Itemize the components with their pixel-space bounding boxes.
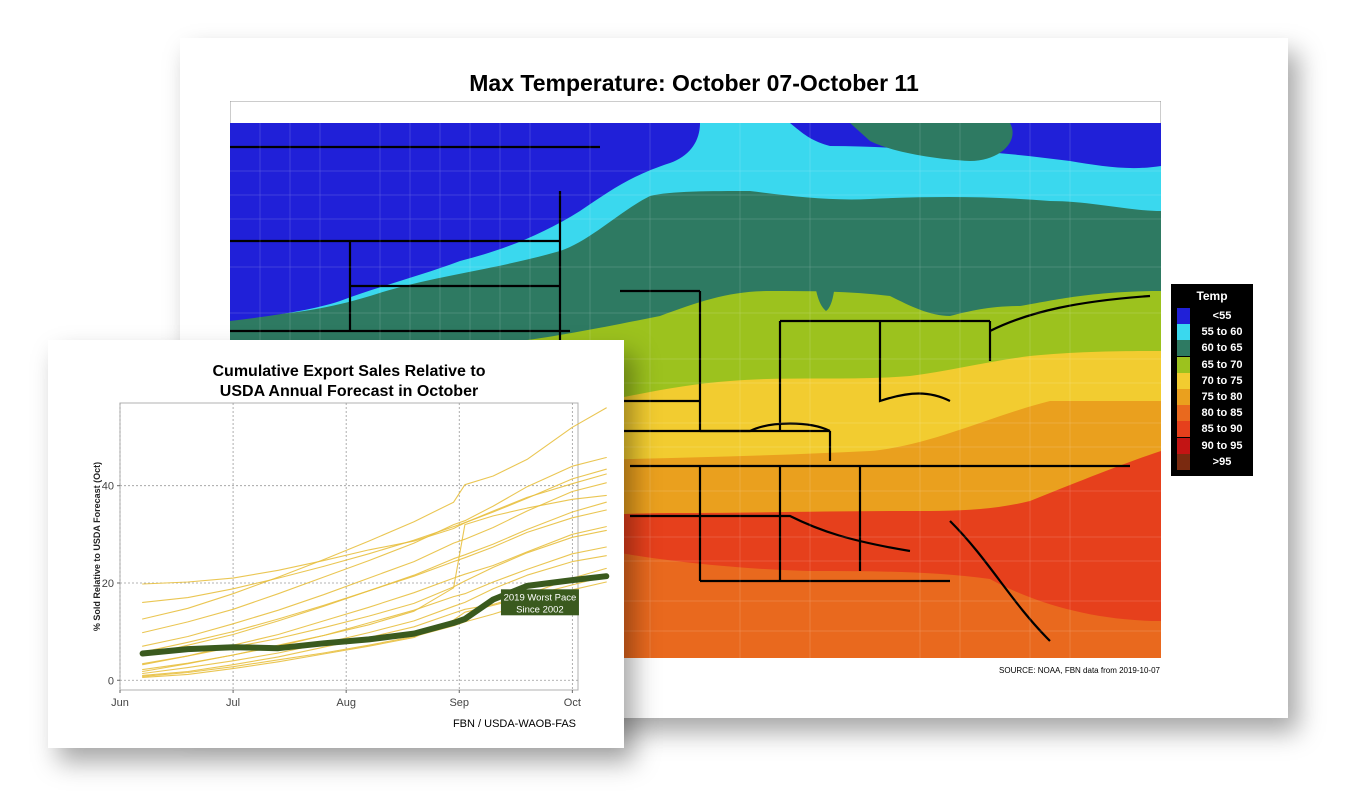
legend-label: 75 to 80 (1201, 391, 1243, 403)
legend-label: 90 to 95 (1201, 439, 1243, 452)
x-tick-label: Jun (111, 697, 129, 709)
series-line-prior-year (142, 473, 607, 603)
x-tick-label: Oct (564, 697, 581, 709)
series-line-prior-year (142, 555, 607, 675)
band-below-55 (230, 123, 700, 321)
legend-title: Temp (1196, 289, 1228, 303)
export-chart-title: Cumulative Export Sales Relative to USDA… (128, 362, 570, 402)
lake-michigan (813, 213, 836, 311)
x-tick-label: Sep (449, 697, 469, 709)
legend-item: 80 to 85 (1177, 405, 1253, 422)
legend-item: <55 (1177, 308, 1253, 324)
annotation-box (500, 589, 579, 616)
legend-label: 60 to 65 (1201, 342, 1243, 355)
y-axis-label: % Sold Relative to USDA Forecast (Oct) (92, 462, 102, 631)
export-sales-chart-card: 0 20 40 Jun Jul Aug Sep Oct % Sold Relative to U… (48, 340, 624, 748)
legend-swatch (1177, 324, 1190, 341)
series-line-prior-year (142, 494, 607, 673)
map-title: Max Temperature: October 07-October 11 (469, 70, 919, 96)
export-chart-credit: FBN / USDA-WAOB-FAS (452, 718, 576, 730)
temperature-legend: Temp <55 55 to 60 60 to 65 65 to 70 70 to 75… (1171, 284, 1253, 476)
legend-label: <55 (1212, 310, 1232, 322)
legend-item: >95 (1177, 453, 1253, 470)
y-tick-label: 20 (102, 578, 114, 590)
legend-item: 85 to 90 (1177, 421, 1253, 438)
legend-swatch (1177, 389, 1190, 405)
legend-label: 70 to 75 (1201, 374, 1243, 387)
x-tick-label: Jul (226, 697, 240, 709)
series-line-prior-year (142, 509, 607, 653)
legend-item: 75 to 80 (1177, 389, 1253, 405)
export-sales-chart: 0 20 40 Jun Jul Aug Sep Oct % Sold Relative to U… (92, 402, 610, 709)
legend-item: 90 to 95 (1177, 437, 1253, 454)
export-chart-title-line-2: USDA Annual Forecast in October (219, 383, 479, 400)
y-tick-label: 0 (108, 675, 114, 687)
x-tick-label: Aug (336, 697, 356, 709)
series-line-prior-year (142, 482, 607, 647)
series-line-prior-year (142, 501, 607, 657)
series-line-2019 (139, 573, 610, 657)
series-line-prior-year (142, 468, 607, 585)
legend-item: 65 to 70 (1177, 356, 1253, 373)
export-chart-title-line-1: Cumulative Export Sales Relative to (212, 363, 486, 380)
legend-item: 60 to 65 (1177, 340, 1253, 357)
legend-swatch (1177, 340, 1190, 357)
legend-item: 55 to 60 (1177, 324, 1253, 341)
series-line-prior-year (142, 407, 607, 620)
legend-label: 85 to 90 (1201, 423, 1243, 436)
map-source-note: SOURCE: NOAA, FBN data from 2019-10-07 (999, 666, 1160, 675)
annotation-text: Since 2002 (516, 604, 564, 615)
legend-swatch (1177, 308, 1190, 324)
legend-swatch (1177, 356, 1190, 373)
legend-label: 80 to 85 (1201, 407, 1243, 420)
legend-item: 70 to 75 (1177, 372, 1253, 389)
legend-label: 65 to 70 (1201, 358, 1243, 371)
band-60-65-ne (850, 123, 1013, 161)
legend-swatch (1177, 421, 1190, 438)
y-tick-label: 40 (102, 481, 114, 493)
legend-swatch (1177, 437, 1190, 454)
legend-swatch (1177, 405, 1190, 422)
legend-swatch (1177, 372, 1190, 389)
legend-label: 55 to 60 (1201, 326, 1243, 339)
annotation-text: 2019 Worst Pace (504, 592, 577, 603)
legend-swatch (1177, 453, 1190, 470)
series-line-prior-year (142, 456, 607, 634)
legend-label: >95 (1212, 455, 1232, 468)
